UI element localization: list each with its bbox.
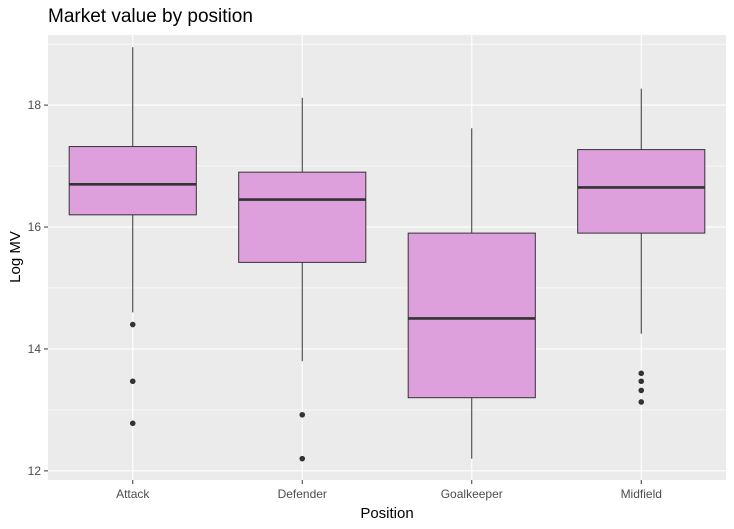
y-tick-label: 18 [28, 98, 42, 112]
outlier-point-attack [129, 378, 136, 385]
y-axis-title: Log MV [7, 231, 24, 283]
x-axis: Attack Defender Goalkeeper Midfield [116, 480, 662, 501]
x-tick-label: Attack [116, 487, 150, 501]
plot-panel [48, 35, 726, 480]
y-axis: 12 14 16 18 [28, 98, 48, 478]
y-tick-label: 14 [28, 342, 42, 356]
box-attack [68, 146, 197, 216]
x-tick-label: Defender [278, 487, 327, 501]
outlier-point-defender [299, 455, 306, 462]
outlier-point-midfield [638, 387, 645, 394]
x-tick-label: Midfield [621, 487, 662, 501]
boxes-layer [68, 47, 706, 462]
box-goalkeeper [407, 232, 536, 399]
outlier-point-midfield [638, 399, 645, 405]
outlier-point-midfield [638, 378, 645, 385]
y-tick-label: 12 [28, 464, 42, 478]
box-defender [238, 171, 367, 263]
x-tick-label: Goalkeeper [441, 487, 503, 501]
outlier-point-attack [129, 321, 136, 328]
x-axis-title: Position [360, 505, 413, 522]
outlier-point-midfield [638, 370, 645, 377]
outlier-point-defender [299, 411, 306, 418]
box-midfield [577, 149, 706, 234]
chart-title: Market value by position [48, 6, 253, 27]
outlier-point-attack [129, 420, 136, 427]
y-tick-label: 16 [28, 220, 42, 234]
